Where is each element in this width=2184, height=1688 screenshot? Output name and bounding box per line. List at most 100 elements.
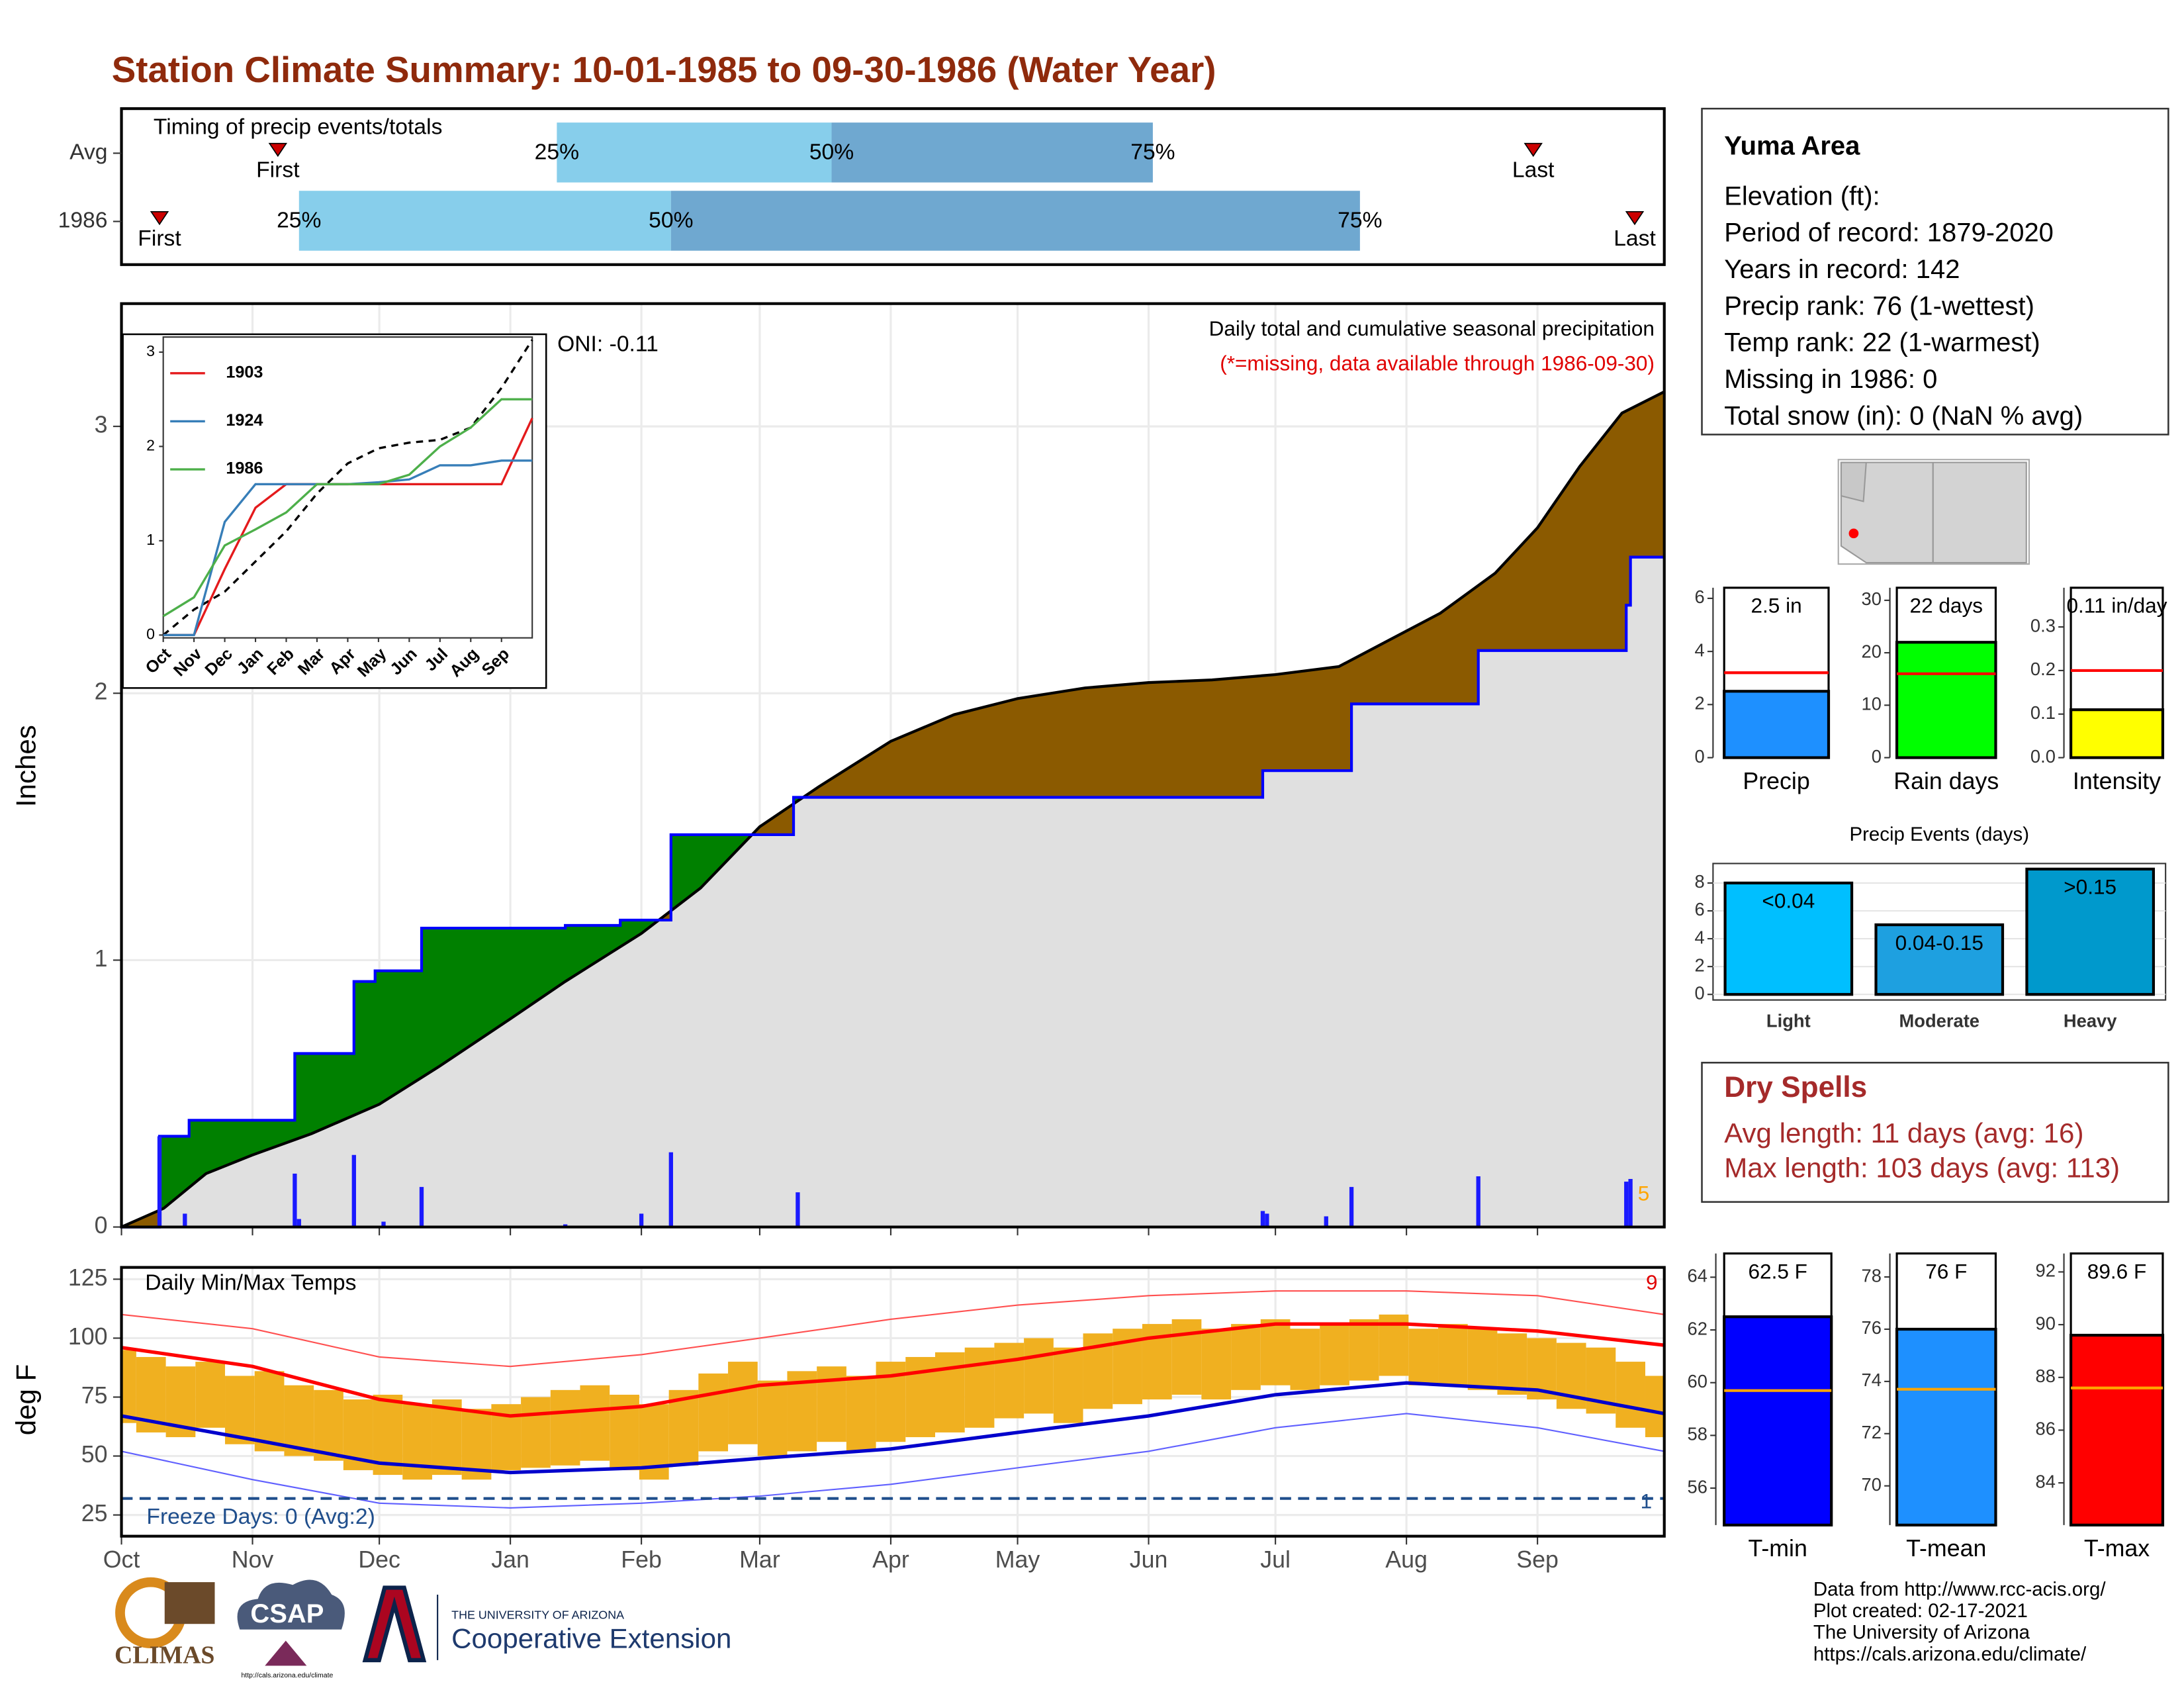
category-label: Rain days	[1893, 768, 1999, 794]
temp-range-bar	[314, 1389, 343, 1461]
temp-range-bar	[1231, 1324, 1261, 1390]
temp-range-bar	[994, 1342, 1024, 1419]
y-tick-label: 86	[2036, 1419, 2056, 1439]
event-marker	[1625, 211, 1645, 226]
y-tick-label: 6	[1695, 586, 1705, 607]
logo-url: http://cals.arizona.edu/climate	[241, 1671, 333, 1679]
dry-spell-line: Avg length: 11 days (avg: 16)	[1724, 1117, 2083, 1149]
logo-text: CLIMAS	[114, 1641, 214, 1669]
y-axis-label: Inches	[11, 725, 42, 807]
y-tick-label: 0	[1872, 746, 1882, 767]
info-line: Total snow (in): 0 (NaN % avg)	[1724, 401, 2083, 430]
y-tick-label: 3	[146, 342, 155, 359]
y-tick-label: 125	[68, 1264, 108, 1291]
daily-bar	[668, 1152, 673, 1227]
y-tick-label: 92	[2036, 1260, 2056, 1281]
y-tick-label: 56	[1688, 1476, 1707, 1497]
temp-range-bar	[225, 1376, 255, 1444]
temp-line	[121, 1322, 1664, 1418]
timing-bar	[298, 191, 671, 251]
temp-range-bar	[121, 1350, 136, 1423]
y-tick-label: 8	[1695, 871, 1705, 892]
daily-bar	[381, 1221, 386, 1227]
percent-label: 50%	[809, 140, 854, 164]
climas-icon	[164, 1582, 215, 1624]
x-tick-label: Feb	[621, 1546, 662, 1573]
value-label: >0.15	[2064, 875, 2116, 899]
temp-range-bar	[521, 1397, 551, 1468]
bar	[2069, 1333, 2165, 1526]
bar	[1895, 641, 1997, 759]
y-tick-label: 74	[1862, 1370, 1882, 1390]
row-label: 1986	[58, 208, 108, 232]
temp-range-bar	[284, 1385, 314, 1456]
daily-bar	[796, 1192, 800, 1227]
x-tick-label: May	[995, 1546, 1040, 1573]
annotation: 9	[1646, 1270, 1658, 1294]
daily-bar	[1624, 1182, 1629, 1227]
y-tick-label: 0	[146, 625, 155, 642]
daily-bar	[296, 1219, 301, 1227]
info-title: Yuma Area	[1724, 132, 1860, 161]
y-tick-label: 2	[146, 437, 155, 454]
x-tick-label: Dec	[358, 1546, 400, 1573]
y-tick-label: 1	[146, 531, 155, 548]
value-label: 76 F	[1925, 1259, 1967, 1283]
dry-spell-line: Max length: 103 days (avg: 113)	[1724, 1152, 2120, 1183]
daily-bar	[351, 1154, 356, 1227]
y-tick-label: 6	[1695, 899, 1705, 919]
bar	[1723, 690, 1831, 759]
timing-bar	[831, 122, 1153, 183]
value-label: 0.11 in/day	[2067, 594, 2167, 618]
info-line: Period of record: 1879-2020	[1724, 218, 2054, 248]
category-label: Heavy	[2064, 1011, 2117, 1031]
temp-line	[121, 1290, 1664, 1368]
event-marker	[1524, 142, 1543, 158]
y-tick-label: 2	[95, 679, 108, 705]
dry-spells-title: Dry Spells	[1724, 1071, 1867, 1103]
event-marker	[150, 211, 169, 226]
annotation: 5	[1638, 1182, 1650, 1205]
daily-bar	[1628, 1179, 1633, 1227]
temp-range-bar	[254, 1371, 285, 1452]
bar	[1895, 1327, 1997, 1526]
temp-range-bar	[1349, 1319, 1379, 1381]
temp-line	[121, 1381, 1664, 1475]
info-line: Elevation (ft):	[1724, 181, 1880, 211]
value-label: 89.6 F	[2087, 1259, 2146, 1283]
y-axis-label: deg F	[11, 1364, 42, 1436]
category-label: Light	[1766, 1011, 1811, 1031]
x-tick-label: Jun	[1130, 1546, 1168, 1573]
daily-bar	[157, 1136, 162, 1227]
temp-range-bar	[846, 1376, 876, 1452]
temp-range-bar	[550, 1389, 580, 1466]
y-tick-label: 10	[1862, 694, 1882, 714]
credit-line: The University of Arizona	[1813, 1622, 2030, 1644]
percent-label: 75%	[1130, 140, 1175, 164]
category-label: Intensity	[2073, 768, 2161, 794]
x-tick-label: Apr	[872, 1546, 909, 1573]
value-label: 2.5 in	[1751, 594, 1802, 618]
temp-range-bar	[1320, 1324, 1349, 1385]
y-tick-label: 2	[1695, 693, 1705, 714]
y-tick-label: 0.3	[2030, 615, 2056, 635]
value-label: 22 days	[1910, 594, 1983, 618]
logos: CLIMAS CSAP http://cals.arizona.edu/clim…	[114, 1577, 731, 1679]
value-label: 62.5 F	[1748, 1259, 1807, 1283]
info-line: Precip rank: 76 (1-wettest)	[1724, 291, 2034, 320]
y-tick-label: 58	[1688, 1424, 1707, 1444]
csap-cloud	[237, 1579, 345, 1630]
credit-line: https://cals.arizona.edu/climate/	[1813, 1643, 2087, 1665]
csap-mountain	[265, 1640, 307, 1666]
daily-bar	[293, 1173, 297, 1227]
event-label: Last	[1614, 226, 1656, 251]
y-tick-label: 30	[1862, 588, 1882, 609]
y-tick-label: 0.0	[2030, 746, 2056, 767]
y-tick-label: 3	[95, 412, 108, 438]
y-tick-label: 0	[95, 1212, 108, 1239]
category-label: Moderate	[1899, 1011, 1979, 1031]
average-line	[120, 390, 1665, 1229]
event-marker	[268, 142, 288, 158]
y-tick-label: 62	[1688, 1318, 1707, 1338]
y-tick-label: 64	[1688, 1266, 1707, 1286]
